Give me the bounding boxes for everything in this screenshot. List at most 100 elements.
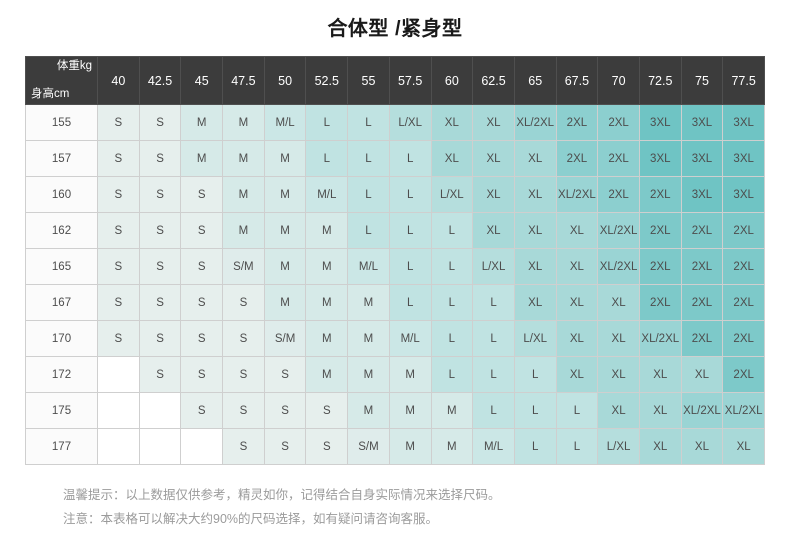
size-cell: S (97, 320, 140, 357)
size-cell: M (263, 140, 307, 177)
height-row-header: 167 (25, 284, 98, 321)
size-cell: XL (513, 284, 557, 321)
size-cell: S (138, 104, 182, 141)
footer-notes: 温馨提示：以上数据仅供参考，精灵如你，记得结合自身实际情况来选择尺码。 注意：本… (25, 477, 765, 532)
size-cell: S/M (347, 428, 390, 465)
size-cell: XL (597, 320, 640, 357)
size-cell-empty (97, 356, 140, 393)
size-cell: M (347, 392, 390, 429)
size-cell: S (222, 392, 265, 429)
size-cell: XL (555, 320, 599, 357)
size-table-body: 155 S S M M M/L L L L/XL XL XL XL/2XL 2XL 2XL 3XL 3XL 3X… (25, 104, 765, 465)
page-title: 合体型 /紧身型 (327, 18, 463, 40)
table-row: 165 S S S S/M M M M/L L L L/XL XL XL XL/2XL 2XL 2XL 2XL (25, 248, 765, 285)
size-cell: 3XL (722, 104, 765, 141)
weight-column-header: 52.5 (305, 56, 349, 105)
size-cell: L (347, 140, 390, 177)
size-cell: M (388, 356, 432, 393)
height-axis-label: 身高cm (31, 88, 70, 101)
size-cell: L (513, 392, 557, 429)
size-cell: S (138, 284, 182, 321)
size-cell: XL (680, 428, 724, 465)
size-cell: XL (555, 284, 599, 321)
size-cell: 3XL (722, 140, 765, 177)
size-cell: M (305, 320, 349, 357)
size-cell: 3XL (680, 176, 724, 213)
size-cell: XL (430, 140, 474, 177)
size-cell: S (222, 428, 265, 465)
table-row: 160 S S S M M M/L L L L/XL XL XL XL/2XL 2XL 2XL 3XL 3XL (25, 176, 765, 213)
size-cell: M (222, 212, 265, 249)
size-cell: L (305, 104, 349, 141)
weight-column-header: 50 (263, 56, 307, 105)
size-cell: M (263, 176, 307, 213)
table-row: 177 S S S S/M M M M/L L L L/XL XL XL XL (25, 428, 765, 465)
weight-column-header: 70 (597, 56, 640, 105)
size-cell: XL/2XL (513, 104, 557, 141)
size-cell: 2XL (680, 212, 724, 249)
size-cell: S (138, 176, 182, 213)
size-cell: S (180, 284, 224, 321)
size-cell: XL/2XL (597, 212, 640, 249)
height-row-header: 177 (25, 428, 98, 465)
size-cell: S (305, 428, 349, 465)
size-cell: XL (638, 392, 682, 429)
weight-column-header: 45 (180, 56, 224, 105)
table-row: 157 S S M M M L L L XL XL XL 2XL 2XL 3XL 3XL 3XL (25, 140, 765, 177)
height-row-header: 170 (25, 320, 98, 357)
size-cell: M (263, 212, 307, 249)
size-cell: S (305, 392, 349, 429)
size-cell: S (97, 140, 140, 177)
size-cell: M/L (305, 176, 349, 213)
size-cell: XL (472, 140, 515, 177)
size-cell: 2XL (680, 248, 724, 285)
size-cell: L (513, 356, 557, 393)
size-cell: S (97, 248, 140, 285)
size-cell: XL (638, 356, 682, 393)
weight-column-header: 60 (430, 56, 474, 105)
size-cell: L (347, 104, 390, 141)
size-cell: XL (597, 284, 640, 321)
size-cell: S (263, 428, 307, 465)
size-cell-empty (97, 428, 140, 465)
size-cell: 3XL (680, 104, 724, 141)
header-row: 体重kg 身高cm 40 42.5 45 47.5 50 52.5 55 57.5 60 62.5… (25, 56, 765, 105)
size-cell: XL (722, 428, 765, 465)
size-cell: XL (555, 248, 599, 285)
size-cell: XL/2XL (638, 320, 682, 357)
size-cell: 2XL (722, 320, 765, 357)
size-cell: 2XL (680, 320, 724, 357)
size-cell: 2XL (638, 248, 682, 285)
size-cell: M (263, 248, 307, 285)
size-cell: M (180, 104, 224, 141)
size-cell: M/L (388, 320, 432, 357)
weight-axis-label: 体重kg (56, 60, 92, 72)
weight-column-header: 67.5 (555, 56, 599, 105)
size-cell: L (430, 212, 474, 249)
size-cell: M (222, 176, 265, 213)
size-cell: L (347, 176, 390, 213)
size-cell: XL/2XL (680, 392, 724, 429)
size-cell: XL (472, 212, 515, 249)
size-cell: M (222, 104, 265, 141)
table-row: 172 S S S S M M M L L L XL XL XL XL 2XL (25, 356, 765, 393)
size-cell: L/XL (388, 104, 432, 141)
weight-column-header: 57.5 (388, 56, 432, 105)
size-cell: XL (680, 356, 724, 393)
size-cell: XL/2XL (597, 248, 640, 285)
weight-column-header: 72.5 (638, 56, 682, 105)
size-cell: 3XL (638, 104, 682, 141)
size-table-header: 体重kg 身高cm 40 42.5 45 47.5 50 52.5 55 57.5 60 62.5… (25, 56, 765, 105)
size-cell: M (388, 428, 432, 465)
size-table-container: 体重kg 身高cm 40 42.5 45 47.5 50 52.5 55 57.5 60 62.5… (0, 56, 790, 465)
size-cell: XL (513, 212, 557, 249)
size-cell: S (138, 248, 182, 285)
size-cell: L (472, 392, 515, 429)
size-cell: S (180, 392, 224, 429)
size-cell: M (305, 284, 349, 321)
size-cell: M (347, 320, 390, 357)
size-cell: L (555, 392, 599, 429)
size-cell: L (430, 284, 474, 321)
size-cell: M (347, 356, 390, 393)
